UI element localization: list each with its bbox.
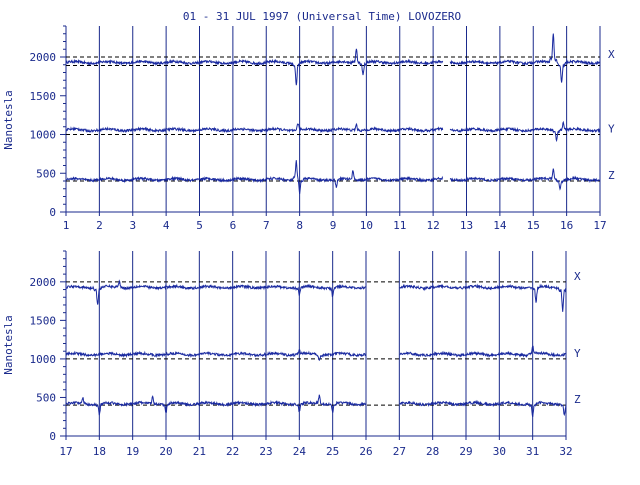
x-tick-label: 32 [559,445,572,458]
component-label-y: Y [608,123,615,136]
x-tick-label: 17 [593,219,606,232]
x-tick-label: 30 [493,445,506,458]
x-tick-label: 29 [459,445,472,458]
y-tick-label: 1000 [30,129,57,142]
x-tick-label: 12 [427,219,440,232]
trace-x [65,33,601,86]
x-tick-label: 6 [230,219,237,232]
trace-z [65,160,601,195]
x-tick-label: 19 [126,445,139,458]
trace-x [65,279,567,312]
y-tick-label: 0 [49,206,56,219]
y-tick-label: 1500 [30,90,57,103]
x-tick-label: 4 [163,219,170,232]
x-tick-label: 14 [493,219,507,232]
y-tick-label: 0 [49,430,56,443]
x-tick-label: 21 [193,445,206,458]
x-tick-label: 10 [360,219,373,232]
x-tick-label: 7 [263,219,270,232]
trace-y [65,345,566,362]
x-tick-label: 26 [359,445,372,458]
x-tick-label: 11 [393,219,406,232]
x-tick-label: 27 [393,445,406,458]
x-tick-label: 9 [330,219,337,232]
y-axis-label: Nanotesla [2,90,15,150]
y-tick-label: 2000 [30,51,57,64]
component-label-z: Z [608,169,615,182]
x-tick-label: 22 [226,445,239,458]
x-tick-label: 16 [560,219,573,232]
x-tick-label: 5 [196,219,203,232]
x-tick-label: 2 [96,219,103,232]
x-tick-label: 20 [159,445,172,458]
y-tick-label: 2000 [30,276,57,289]
component-label-x: X [574,270,581,283]
lower-panel: 0 500 1000 1500 2000 Nanotesla 17 18 19 20 21 22 23 2… [2,250,581,458]
y-tick-label: 500 [36,167,56,180]
y-tick-label: 1500 [30,314,57,327]
x-tick-label: 31 [526,445,539,458]
y-tick-label: 1000 [30,353,57,366]
y-axis-label: Nanotesla [2,315,15,375]
x-tick-label: 23 [259,445,272,458]
chart-title: 01 - 31 JUL 1997 (Universal Time) LOVOZE… [183,10,461,23]
x-tick-label: 1 [63,219,70,232]
component-label-y: Y [574,347,581,360]
y-tick-label: 500 [36,391,56,404]
component-label-x: X [608,48,615,61]
x-tick-label: 17 [59,445,72,458]
trace-y [65,120,601,143]
x-tick-label: 3 [129,219,136,232]
x-tick-label: 15 [527,219,540,232]
x-tick-label: 18 [93,445,106,458]
x-tick-label: 13 [460,219,473,232]
trace-z [65,394,567,418]
component-label-z: Z [574,393,581,406]
x-tick-label: 28 [426,445,439,458]
x-tick-label: 25 [326,445,339,458]
x-tick-label: 24 [293,445,307,458]
x-tick-label: 8 [296,219,303,232]
